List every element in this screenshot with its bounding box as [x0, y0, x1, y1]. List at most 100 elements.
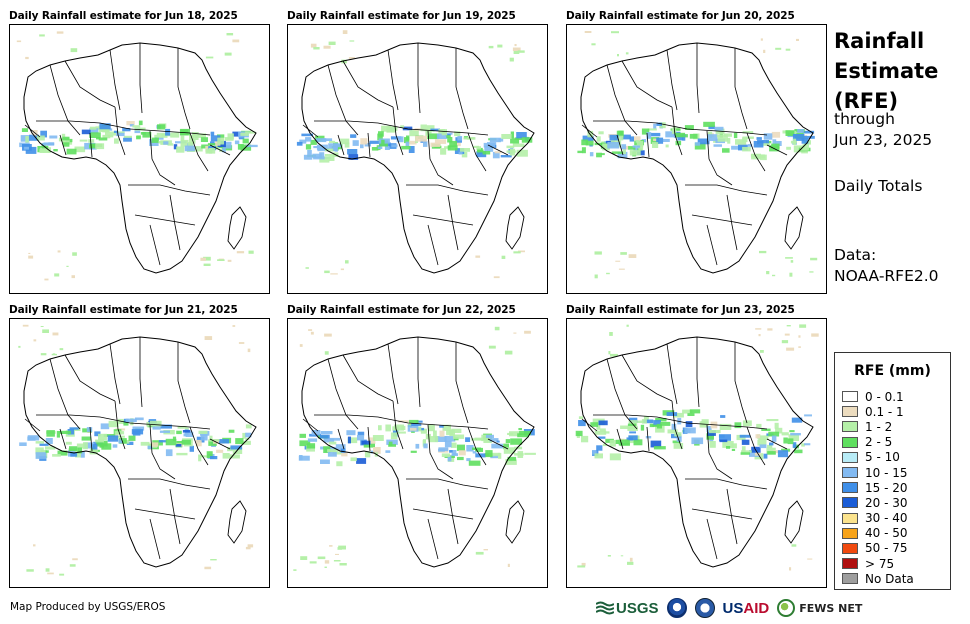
- rainfall-cell: [39, 149, 45, 153]
- country-border: [24, 418, 41, 432]
- daily-totals-label: Daily Totals: [834, 177, 923, 195]
- rainfall-cell: [63, 142, 70, 147]
- country-border: [209, 438, 231, 450]
- rainfall-cell: [620, 555, 624, 557]
- legend-item: 10 - 15: [842, 465, 914, 480]
- rainfall-cell: [205, 56, 214, 59]
- rainfall-cell: [247, 348, 251, 353]
- map-frame: [287, 318, 548, 588]
- panel-title: Daily Rainfall estimate for Jun 20, 2025: [566, 10, 795, 22]
- rainfall-cell: [656, 423, 662, 429]
- country-border: [64, 354, 116, 402]
- rainfall-cell: [603, 431, 610, 434]
- rainfall-cell: [652, 142, 659, 148]
- rainfall-cell: [222, 453, 230, 459]
- legend-label: 30 - 40: [865, 511, 908, 526]
- rainfall-cell: [305, 137, 312, 142]
- rainfall-cell: [59, 573, 65, 576]
- rainfall-cell: [633, 147, 641, 152]
- rainfall-cell: [596, 445, 603, 451]
- rainfall-cell: [237, 144, 244, 150]
- rainfall-cell: [741, 450, 752, 453]
- rainfall-cell: [656, 137, 664, 144]
- rainfall-cell: [81, 129, 91, 135]
- rainfall-cell: [781, 432, 789, 436]
- rainfall-cell: [408, 140, 417, 145]
- rainfall-cell: [125, 418, 137, 423]
- main-title-line-2: Estimate: [834, 59, 939, 83]
- rainfall-cell: [609, 134, 619, 141]
- rainfall-cell: [598, 436, 606, 439]
- rainfall-cell: [183, 443, 193, 447]
- rainfall-cell: [313, 146, 321, 149]
- rainfall-cell: [59, 348, 64, 351]
- madagascar-outline: [505, 500, 525, 544]
- rainfall-cell: [449, 450, 453, 453]
- rainfall-cell: [802, 144, 809, 151]
- rainfall-cell: [697, 138, 710, 145]
- rainfall-cell: [213, 439, 223, 444]
- rainfall-cell: [158, 440, 167, 443]
- rainfall-cell: [229, 454, 240, 459]
- country-border: [487, 144, 509, 156]
- rainfall-cell: [599, 428, 606, 432]
- rainfall-cell: [606, 272, 610, 275]
- legend-item: > 75: [842, 556, 914, 571]
- usaid-logo: US AID: [723, 600, 770, 617]
- rainfall-cell: [628, 146, 636, 150]
- rainfall-cell: [763, 133, 773, 140]
- rainfall-cell: [503, 443, 509, 450]
- rainfall-cell: [402, 126, 413, 131]
- rainfall-cell: [151, 137, 159, 143]
- rainfall-cell: [140, 132, 146, 135]
- rainfall-cell: [466, 137, 476, 140]
- usaid-logo-us: US: [722, 599, 744, 617]
- map-panel-2: Daily Rainfall estimate for Jun 19, 2025: [287, 10, 548, 294]
- rainfall-cell: [156, 132, 168, 138]
- rainfall-cell: [759, 250, 767, 254]
- rainfall-cell: [425, 129, 429, 136]
- country-border: [392, 106, 404, 156]
- rainfall-cell: [803, 135, 815, 139]
- rainfall-cell: [341, 452, 348, 457]
- rainfall-cell: [323, 438, 335, 443]
- rainfall-cell: [160, 424, 172, 429]
- rainfall-cell: [452, 450, 457, 455]
- rainfall-cell: [303, 154, 313, 160]
- rainfall-cell: [701, 421, 705, 426]
- rainfall-cell: [296, 141, 303, 146]
- rainfall-cell: [451, 453, 458, 456]
- africa-map: [577, 31, 818, 279]
- rainfall-cell: [18, 345, 21, 348]
- rainfall-cell: [734, 422, 742, 429]
- rainfall-cell: [200, 434, 208, 441]
- country-border: [616, 132, 650, 158]
- country-border: [666, 49, 678, 111]
- rainfall-cell: [426, 129, 432, 134]
- rainfall-cell: [427, 133, 439, 140]
- rainfall-cell: [459, 148, 470, 152]
- rainfall-cell: [319, 434, 330, 439]
- rainfall-cell: [811, 333, 819, 337]
- rainfall-cell: [309, 561, 317, 564]
- rainfall-cell: [248, 250, 254, 254]
- rainfall-cell: [756, 423, 762, 428]
- rainfall-cell: [123, 135, 132, 138]
- rainfall-cell: [69, 446, 78, 452]
- map-frame: [9, 318, 270, 588]
- rainfall-cell: [194, 133, 206, 138]
- rainfall-cell: [617, 54, 619, 57]
- country-border: [412, 508, 474, 520]
- rainfall-cell: [785, 48, 791, 51]
- rainfall-cell: [632, 145, 641, 148]
- rainfall-cell: [653, 123, 657, 129]
- rainfall-cell: [245, 437, 250, 440]
- rainfall-cell: [210, 456, 218, 460]
- rainfall-cell: [194, 146, 203, 152]
- rainfall-cell: [357, 431, 365, 436]
- country-border: [302, 418, 319, 432]
- rainfall-cell: [341, 59, 347, 64]
- country-border: [696, 43, 700, 114]
- rainfall-cell: [308, 329, 313, 331]
- rainfall-cell: [474, 437, 484, 441]
